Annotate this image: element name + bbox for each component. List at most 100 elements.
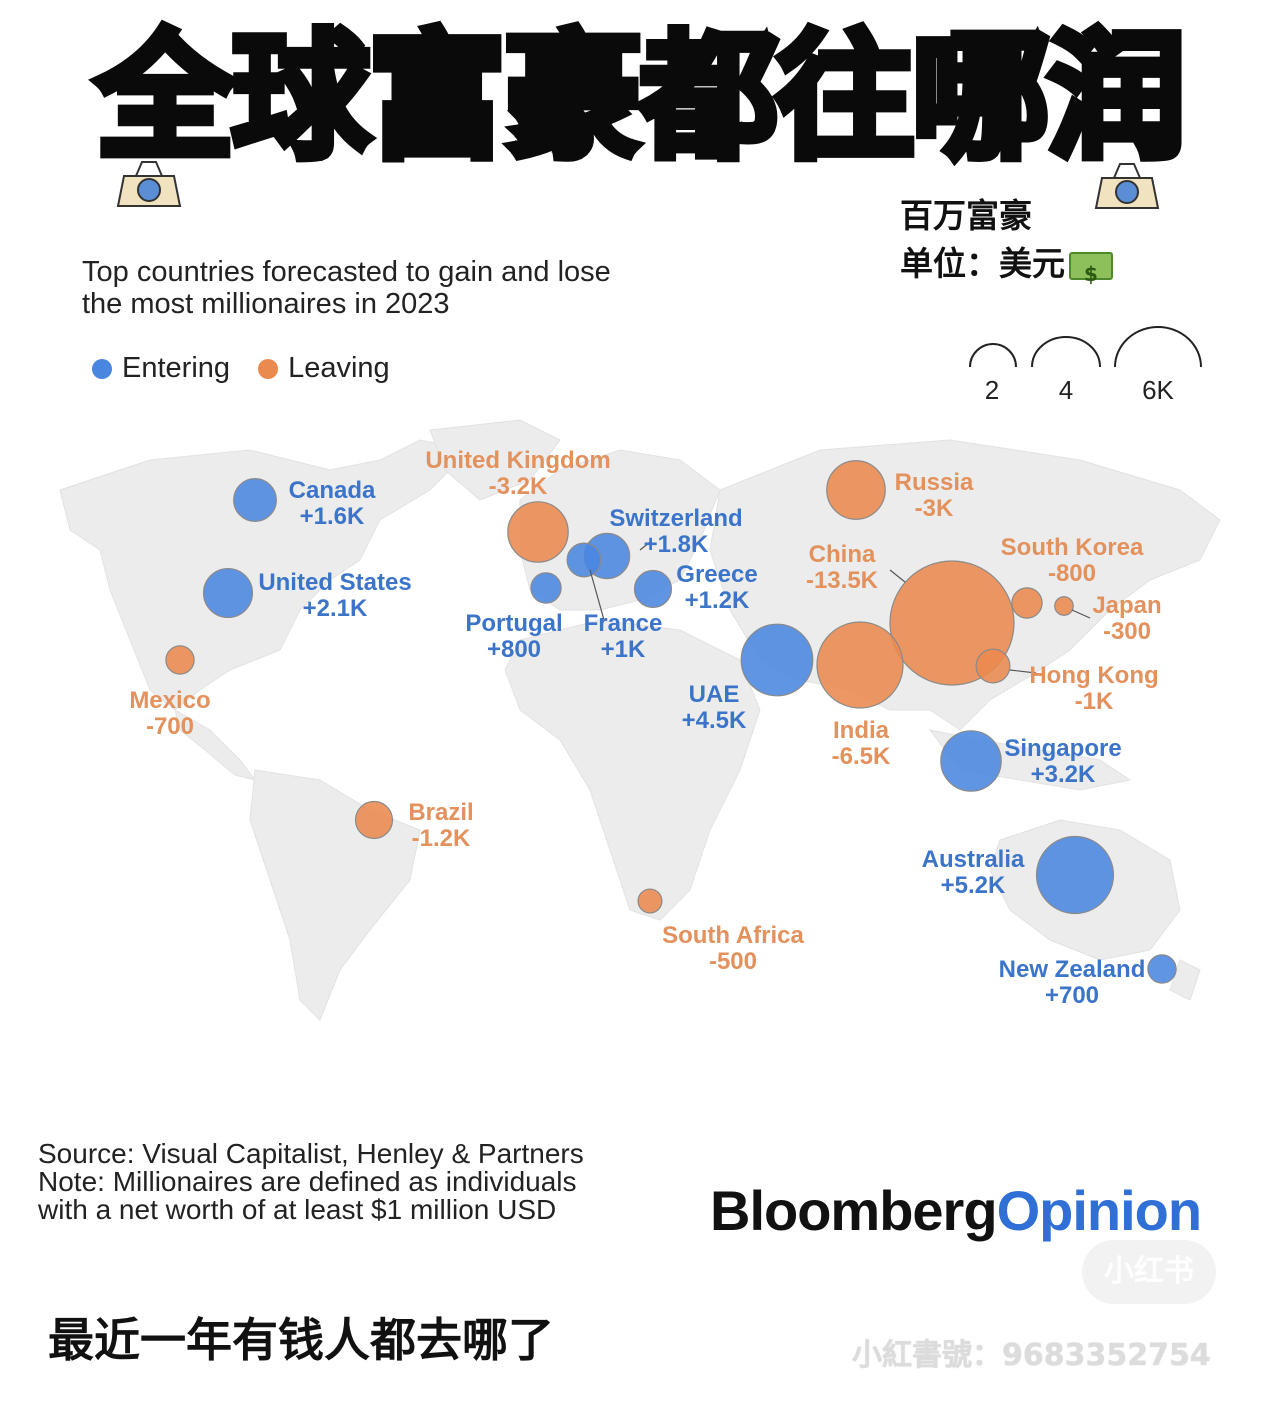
size-arc-small: [969, 343, 1017, 368]
label-value-china: -13.5K: [806, 567, 879, 594]
leader-line-france: [589, 569, 605, 621]
bubble-greece: [633, 569, 673, 609]
label-value-united-states: +2.1K: [303, 595, 368, 622]
bubble-united-states: [202, 567, 254, 619]
note-line-1: Note: Millionaires are defined as indivi…: [38, 1166, 577, 1197]
bubble-united-kingdom: [507, 501, 569, 563]
label-value-hong-kong: -1K: [1075, 688, 1114, 715]
legend-dot-leaving: [258, 358, 279, 379]
label-value-south-africa: -500: [709, 948, 757, 975]
label-name-united-states: United States: [258, 569, 411, 596]
greenland-land: [429, 419, 561, 501]
label-value-france: +1K: [601, 636, 646, 663]
legend: Entering Leaving: [92, 352, 410, 387]
label-name-portugal: Portugal: [465, 610, 562, 637]
bubble-russia: [826, 460, 886, 520]
label-value-greece: +1.2K: [685, 587, 750, 614]
north-america-land: [59, 439, 472, 711]
bubble-india: [816, 621, 904, 709]
label-name-new-zealand: New Zealand: [999, 956, 1146, 983]
bubble-south-africa: [637, 888, 663, 914]
size-label-4: 4: [1059, 375, 1073, 405]
label-value-portugal: +800: [487, 636, 541, 663]
money-icon: [1069, 250, 1113, 298]
labels-layer: Canada+1.6K United States+2.1K Mexico-700 B…: [129, 447, 1161, 1009]
label-name-united-kingdom: United Kingdom: [425, 447, 610, 474]
south-america-land: [249, 769, 421, 1021]
size-arc-large: [1114, 326, 1202, 368]
leader-line-hong-kong: [1009, 669, 1037, 674]
money-bag-icon-right: [1094, 163, 1160, 209]
leader-line-china: [889, 569, 906, 583]
size-label-6k: 6K: [1142, 375, 1174, 405]
new-zealand-land: [1169, 959, 1201, 1001]
brand-bloomberg: Bloomberg: [710, 1179, 998, 1242]
main-title: 全球富豪都往哪润: [92, 14, 1190, 182]
bubble-south-korea: [1011, 587, 1043, 619]
legend-label-leaving: Leaving: [288, 352, 390, 384]
label-name-switzerland: Switzerland: [609, 505, 742, 532]
label-name-greece: Greece: [676, 561, 757, 588]
size-arc-medium: [1031, 336, 1101, 368]
unit-line-1: 百万富豪: [900, 196, 1032, 235]
bubble-japan: [1054, 596, 1074, 616]
unit-block: 百万富豪 单位：美元: [900, 192, 1113, 298]
label-name-brazil: Brazil: [408, 799, 473, 826]
label-value-brazil: -1.2K: [412, 825, 471, 852]
footer-notes: Source: Visual Capitalist, Henley & Part…: [38, 1140, 584, 1224]
label-value-australia: +5.2K: [941, 872, 1006, 899]
label-name-south-korea: South Korea: [1001, 534, 1144, 561]
money-bag-icon-left: [116, 161, 182, 207]
label-value-switzerland: +1.8K: [644, 531, 709, 558]
label-value-russia: -3K: [915, 495, 954, 522]
note-line-2: with a net worth of at least $1 million …: [38, 1194, 557, 1225]
world-map: Canada+1.6K United States+2.1K Mexico-700 B…: [59, 419, 1221, 1021]
label-name-mexico: Mexico: [129, 687, 210, 714]
label-value-mexico: -700: [146, 713, 194, 740]
size-legend: 2 4 6K: [969, 326, 1202, 405]
source-line: Source: Visual Capitalist, Henley & Part…: [38, 1138, 584, 1169]
caption: 最近一年有钱人都去哪了: [48, 1313, 554, 1367]
label-name-hong-kong: Hong Kong: [1029, 662, 1158, 689]
label-value-new-zealand: +700: [1045, 982, 1099, 1009]
legend-item-leaving: Leaving: [258, 352, 390, 385]
label-value-south-korea: -800: [1048, 560, 1096, 587]
size-label-2: 2: [985, 375, 999, 405]
label-name-south-africa: South Africa: [662, 922, 804, 949]
leader-lines-layer: [589, 541, 1091, 674]
legend-dot-entering: [92, 358, 112, 379]
bubble-hong-kong: [975, 648, 1011, 684]
chart-subtitle: Top countries forecasted to gain and los…: [82, 256, 611, 320]
brand-opinion: Opinion: [996, 1179, 1203, 1242]
label-name-japan: Japan: [1092, 592, 1161, 619]
africa-land: [504, 619, 761, 921]
legend-label-entering: Entering: [122, 352, 231, 384]
bubble-singapore: [940, 730, 1002, 792]
brand-logo: BloombergOpinion: [710, 1178, 1203, 1243]
label-value-canada: +1.6K: [300, 503, 365, 530]
bubble-canada: [233, 478, 277, 522]
bubble-uae: [740, 623, 814, 697]
bubble-new-zealand: [1147, 954, 1177, 984]
bubble-brazil: [354, 800, 394, 840]
unit-line-2: 单位：美元: [900, 240, 1113, 298]
leader-line-switzerland: [639, 541, 651, 551]
label-name-india: India: [833, 717, 890, 744]
label-value-united-kingdom: -3.2K: [489, 473, 548, 500]
label-name-france: France: [584, 610, 663, 637]
leader-line-japan: [1071, 609, 1091, 619]
label-name-china: China: [809, 541, 876, 568]
central-america-land: [174, 708, 257, 781]
label-value-japan: -300: [1103, 618, 1151, 645]
label-name-australia: Australia: [922, 846, 1025, 873]
label-value-uae: +4.5K: [682, 707, 747, 734]
bubble-france: [566, 542, 602, 578]
label-value-india: -6.5K: [832, 743, 891, 770]
bubble-australia: [1035, 835, 1115, 915]
watermark-bubble: 小红书: [1082, 1240, 1216, 1304]
unit-line-2-text: 单位：美元: [900, 244, 1065, 283]
label-value-singapore: +3.2K: [1031, 761, 1096, 788]
label-name-singapore: Singapore: [1004, 735, 1121, 762]
label-name-canada: Canada: [289, 477, 376, 504]
label-name-russia: Russia: [895, 469, 974, 496]
